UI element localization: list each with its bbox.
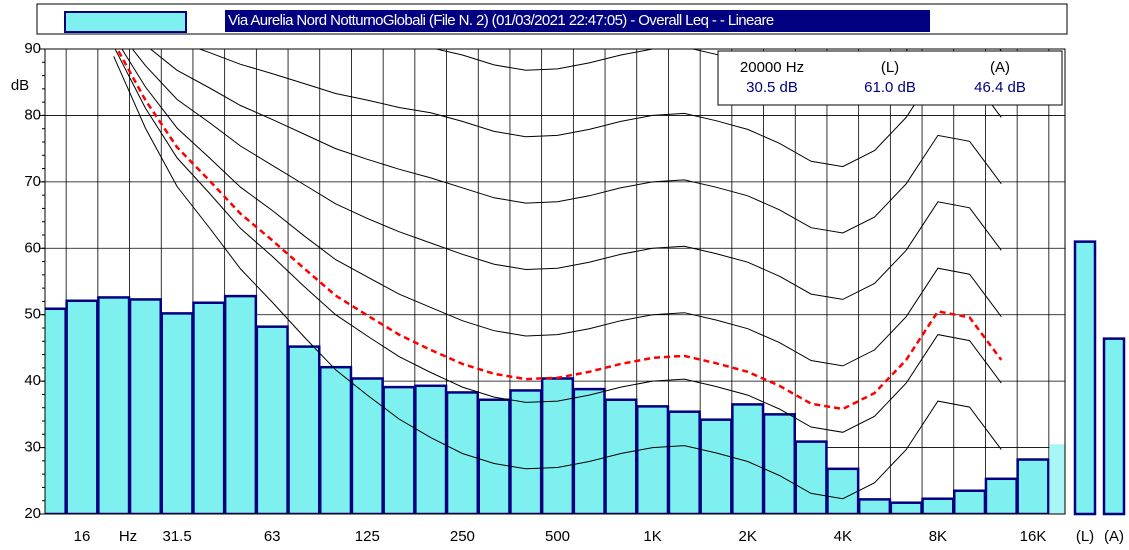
bar [667,410,701,514]
total-label: (A) [1104,528,1124,545]
bar [97,296,131,514]
legend-highlight [225,10,930,32]
bar [319,365,353,514]
bar [762,413,796,514]
total-bar [1102,337,1126,516]
x-tick-label: 1K [643,528,661,545]
x-tick-label: 16K [1020,528,1047,545]
readout-value: 30.5 dB [746,79,798,96]
bar [857,498,892,514]
bar [128,298,163,514]
bar [572,387,606,514]
readout-header: 20000 Hz [740,59,804,76]
reference-curve [131,49,1002,300]
plot-area [45,49,1065,514]
x-tick-label: 63 [264,528,281,545]
y-tick-label: 80 [24,106,41,123]
x-unit: Hz [119,528,137,545]
x-tick-label: 8K [929,528,947,545]
readout-header: (L) [881,59,899,76]
bar [699,418,733,514]
total-bar [1073,240,1097,516]
plot-frame [44,48,1066,515]
bar [636,405,670,514]
bar [350,377,384,514]
bar [826,467,860,514]
loudness-curve [115,49,1003,411]
bar [382,385,416,514]
reference-curve [114,49,1002,433]
bar [984,477,1018,514]
reference-curve [121,49,1002,367]
reference-curve [113,56,1002,500]
bar [953,489,987,514]
reference-curve [149,49,1002,234]
x-tick-label: 16 [74,528,91,545]
x-tick-label: 31.5 [162,528,191,545]
readout-box [717,50,1063,106]
bar [731,403,765,514]
bar [921,497,955,514]
bar [65,299,99,514]
y-tick-label: 20 [24,505,41,522]
bar [889,501,923,514]
bar [509,389,543,514]
readout-value: 61.0 dB [864,79,916,96]
bar [255,325,289,514]
bar [477,398,511,514]
x-tick-label: 250 [450,528,475,545]
legend-swatch [64,11,187,33]
total-label: (L) [1076,528,1094,545]
reference-curve [198,49,1002,168]
bar [287,345,321,514]
bar [1049,444,1065,514]
y-tick-label: 70 [24,173,41,190]
bar [160,312,194,514]
bar [794,440,828,514]
bar [1016,458,1050,514]
bar [414,384,448,514]
y-tick-label: 40 [24,372,41,389]
y-tick-label: 30 [24,439,41,456]
legend-label: Via Aurelia Nord NotturnoGlobali (File N… [228,12,774,29]
bar [223,294,258,514]
bar [192,301,226,514]
y-tick-label: 60 [24,239,41,256]
x-tick-label: 4K [834,528,852,545]
y-axis-label: dB [11,77,29,94]
x-tick-label: 2K [739,528,757,545]
readout-value: 46.4 dB [974,79,1026,96]
bar [604,398,638,514]
readout-header: (A) [990,59,1010,76]
x-tick-label: 500 [545,528,570,545]
y-tick-label: 90 [24,40,41,57]
y-tick-label: 50 [24,306,41,323]
bar [45,307,67,514]
x-tick-label: 125 [355,528,380,545]
